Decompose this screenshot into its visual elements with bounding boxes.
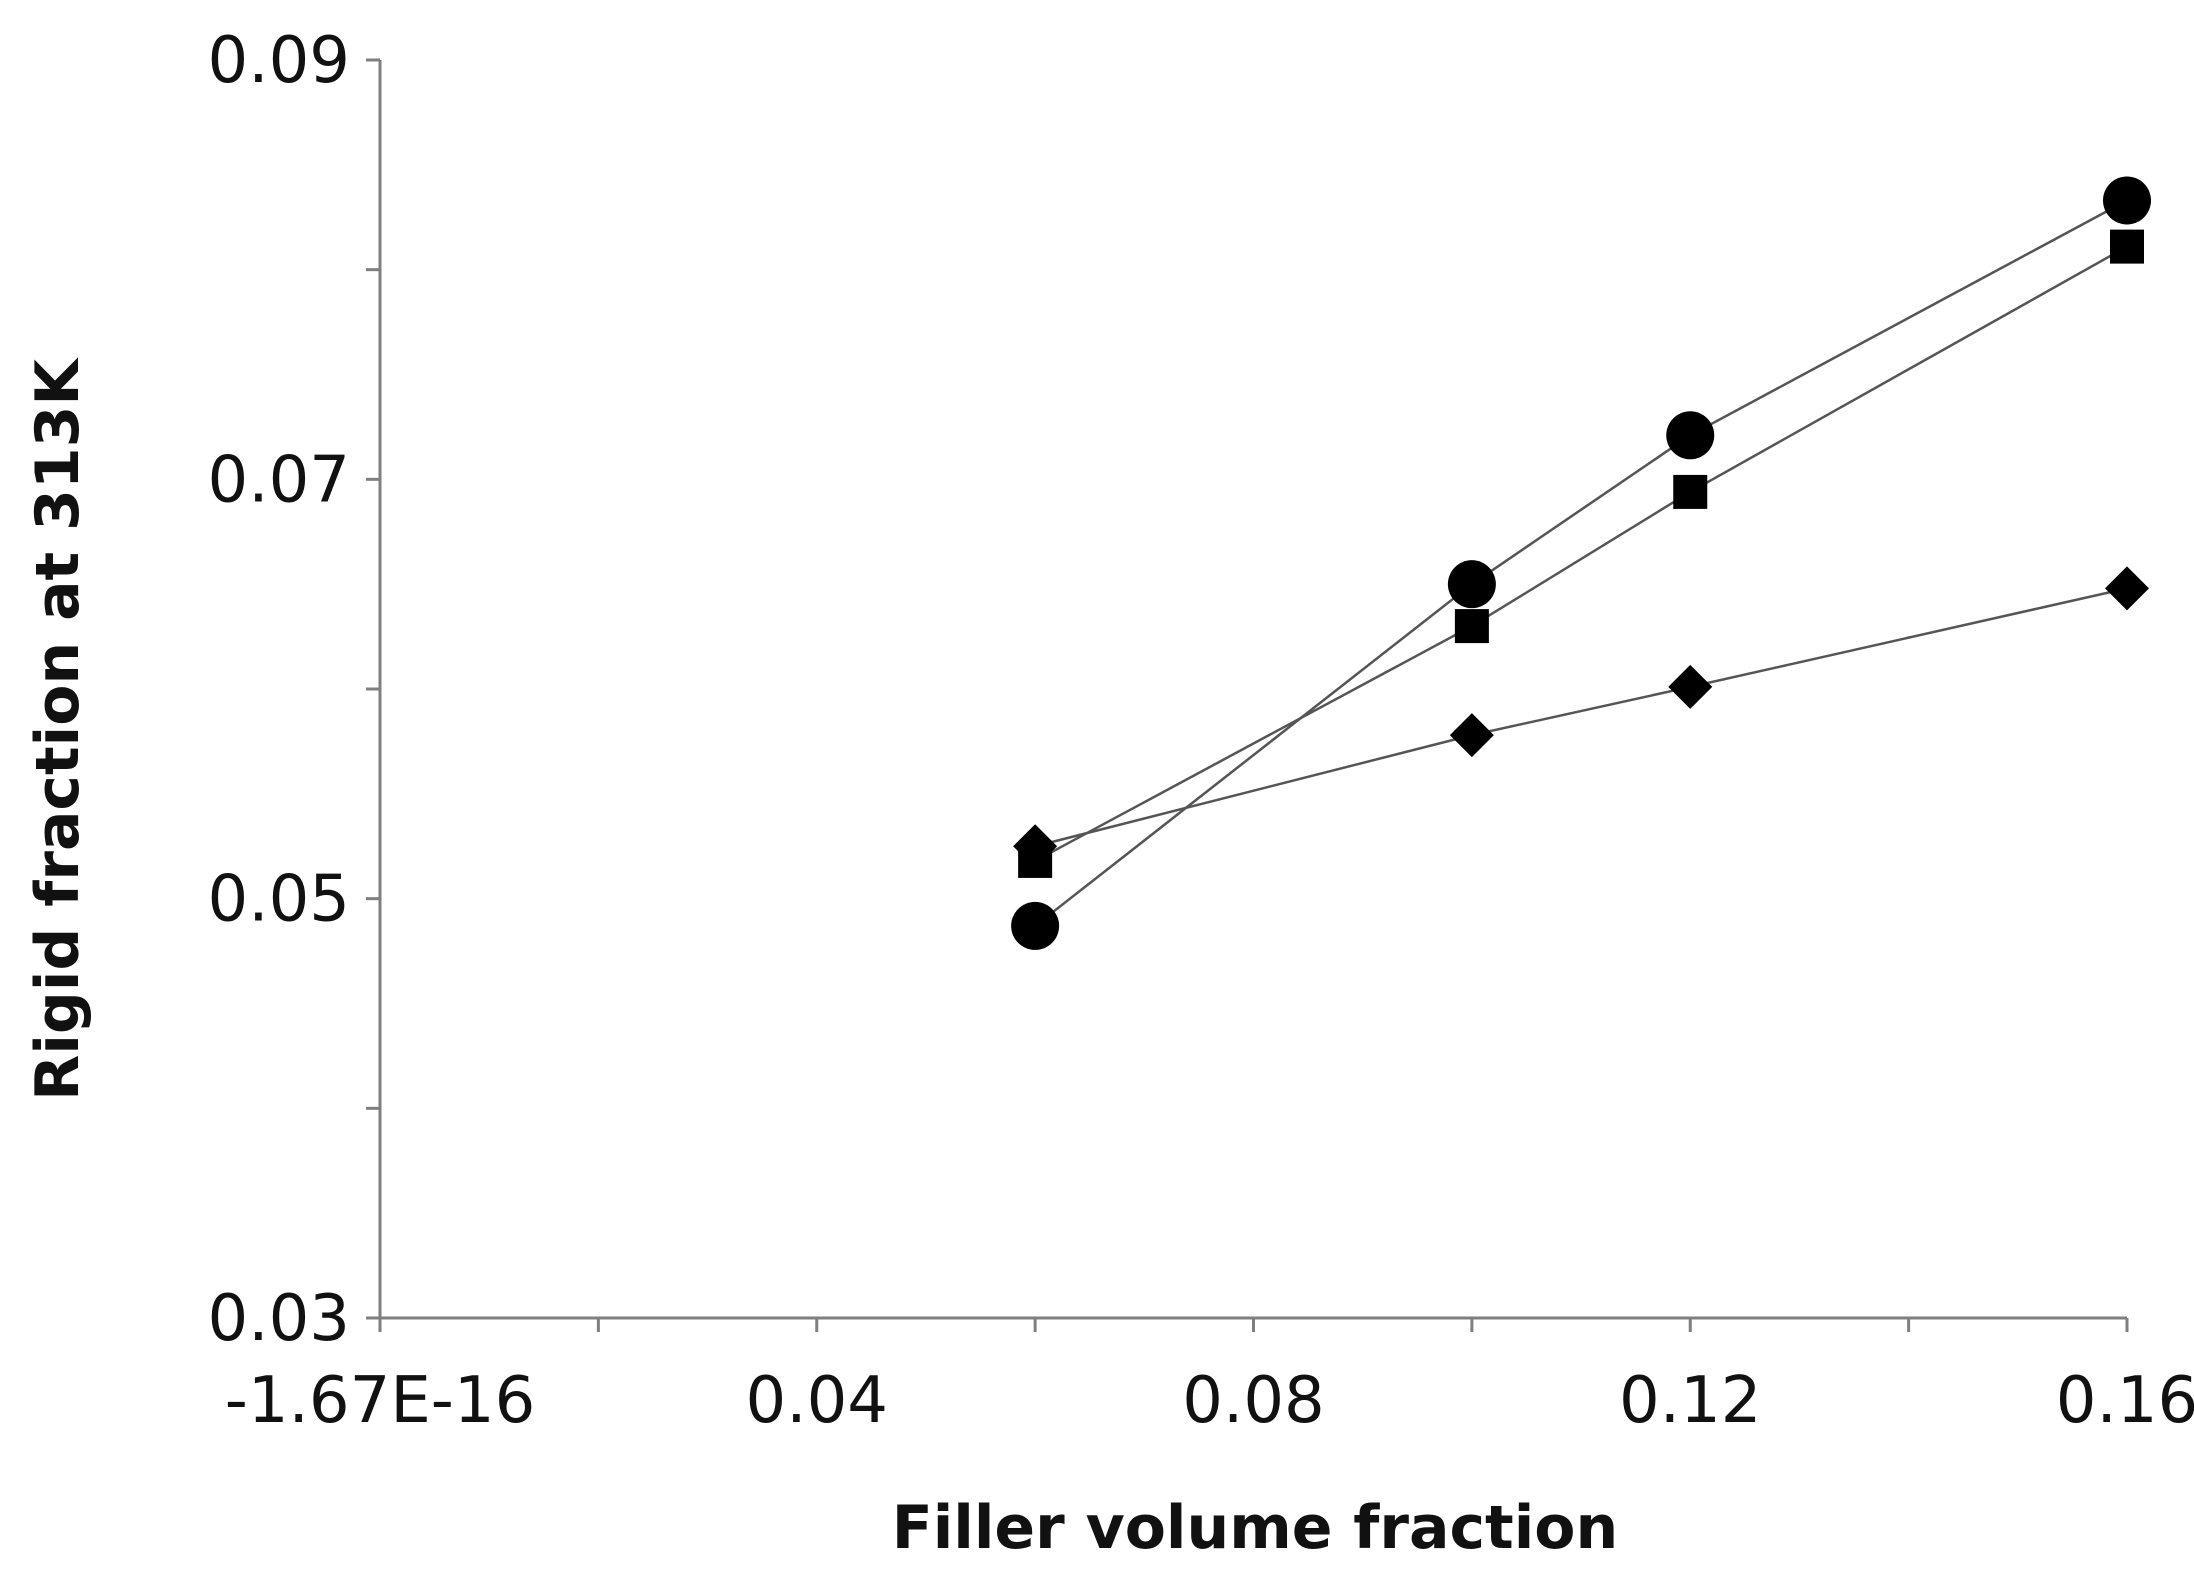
diamond-series-line xyxy=(1034,587,2128,848)
y-tick-label: 0.09 xyxy=(208,24,351,98)
diamond-marker xyxy=(1668,664,1713,709)
data-markers xyxy=(1011,176,2151,950)
y-tick-label: 0.03 xyxy=(208,1282,351,1356)
square-marker xyxy=(1454,609,1489,644)
diamond-marker xyxy=(1013,824,1058,869)
x-tick-label: 0.08 xyxy=(1182,1364,1325,1438)
diamond-marker xyxy=(2105,566,2149,611)
circle-series-line xyxy=(1034,199,2128,927)
x-tick-label: -1.67E-16 xyxy=(225,1364,536,1438)
axis-ticks xyxy=(366,58,2129,1332)
square-marker xyxy=(1673,474,1708,509)
circle-marker xyxy=(1666,411,1715,460)
series-lines xyxy=(1034,199,2128,927)
y-tick-label: 0.05 xyxy=(208,863,351,937)
x-tick-label: 0.12 xyxy=(1619,1364,1762,1438)
diamond-marker xyxy=(1449,713,1494,758)
circle-marker xyxy=(1011,901,1060,950)
x-tick-label: 0.04 xyxy=(746,1364,889,1438)
circle-marker xyxy=(1447,560,1496,609)
square-series-line xyxy=(1034,245,2128,863)
y-tick-label: 0.07 xyxy=(208,443,351,517)
x-tick-label: 0.16 xyxy=(2056,1364,2194,1438)
circle-marker xyxy=(2103,176,2151,225)
x-axis-title: Filler volume fraction xyxy=(892,1493,1619,1563)
y-axis-title: Rigid fraction at 313K xyxy=(23,357,93,1101)
axis-tick-labels: 0.03 0.05 0.07 0.09 -1.67E-16 0.04 0.08 0.12 0.1… xyxy=(208,24,2194,1438)
square-marker xyxy=(2110,229,2144,264)
